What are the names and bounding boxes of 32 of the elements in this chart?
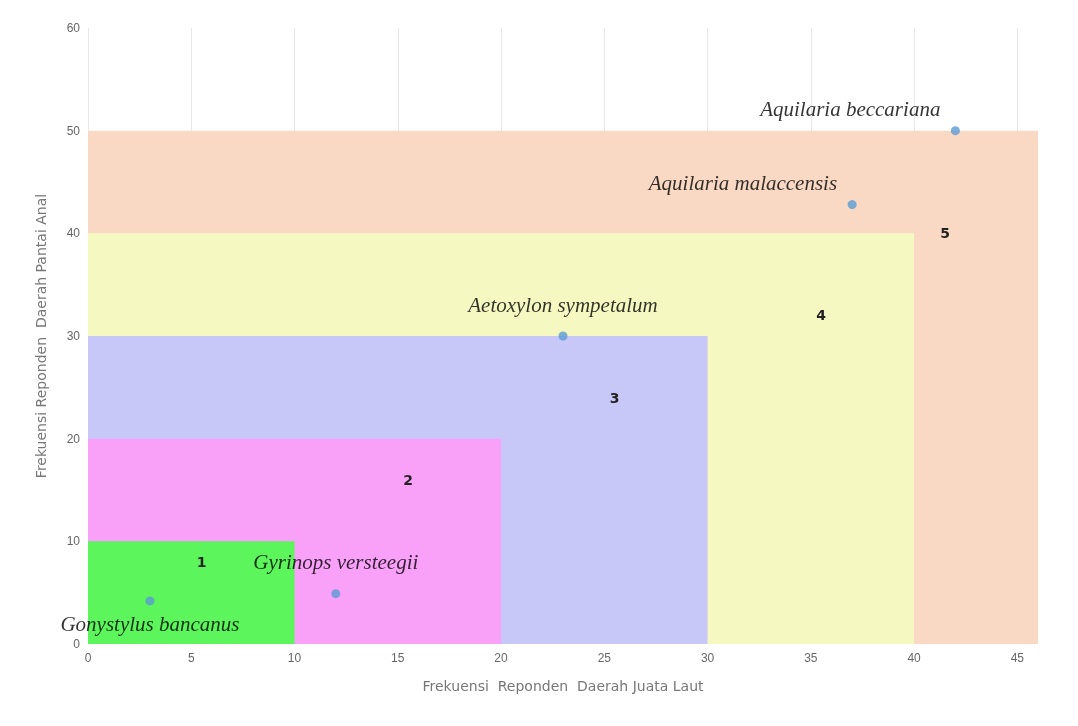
series-label: 4 (816, 307, 827, 324)
x-tick-label: 35 (804, 651, 818, 665)
y-tick-label: 0 (73, 637, 81, 651)
x-tick-label: 5 (187, 651, 195, 665)
x-tick-label: 25 (597, 651, 612, 665)
y-tick-label: 20 (66, 431, 81, 446)
y-axis-title: Frekuensi Reponden Daerah Pantai Anal (33, 193, 49, 479)
x-tick-label: 15 (391, 651, 405, 665)
x-tick-label: 30 (700, 651, 715, 665)
x-tick-label: 10 (287, 651, 302, 665)
x-axis-title: Frekuensi Reponden Daerah Juata Laut (422, 678, 705, 694)
x-tick-label: 0 (84, 651, 92, 665)
annotation: Aquilaria malaccensis (646, 170, 838, 195)
x-tick-label: 45 (1010, 651, 1025, 665)
y-tick-label: 50 (66, 123, 81, 138)
y-tick-label: 40 (66, 226, 81, 241)
point (145, 596, 155, 606)
series-label: 5 (940, 225, 950, 242)
series-label: 1 (196, 553, 207, 570)
y-tick-label: 60 (66, 21, 81, 35)
point (950, 126, 960, 136)
point (331, 589, 341, 599)
point (847, 200, 857, 210)
x-tick-label: 40 (907, 651, 922, 665)
y-tick-label: 30 (66, 329, 81, 343)
series-label: 2 (403, 471, 413, 488)
annotation: Aetoxylon sympetalum (466, 292, 658, 317)
x-tick-label: 20 (494, 651, 509, 665)
series-label: 3 (609, 389, 620, 406)
annotation: Aquilaria beccariana (758, 96, 941, 121)
y-tick-label: 10 (66, 534, 81, 549)
point (558, 331, 568, 341)
